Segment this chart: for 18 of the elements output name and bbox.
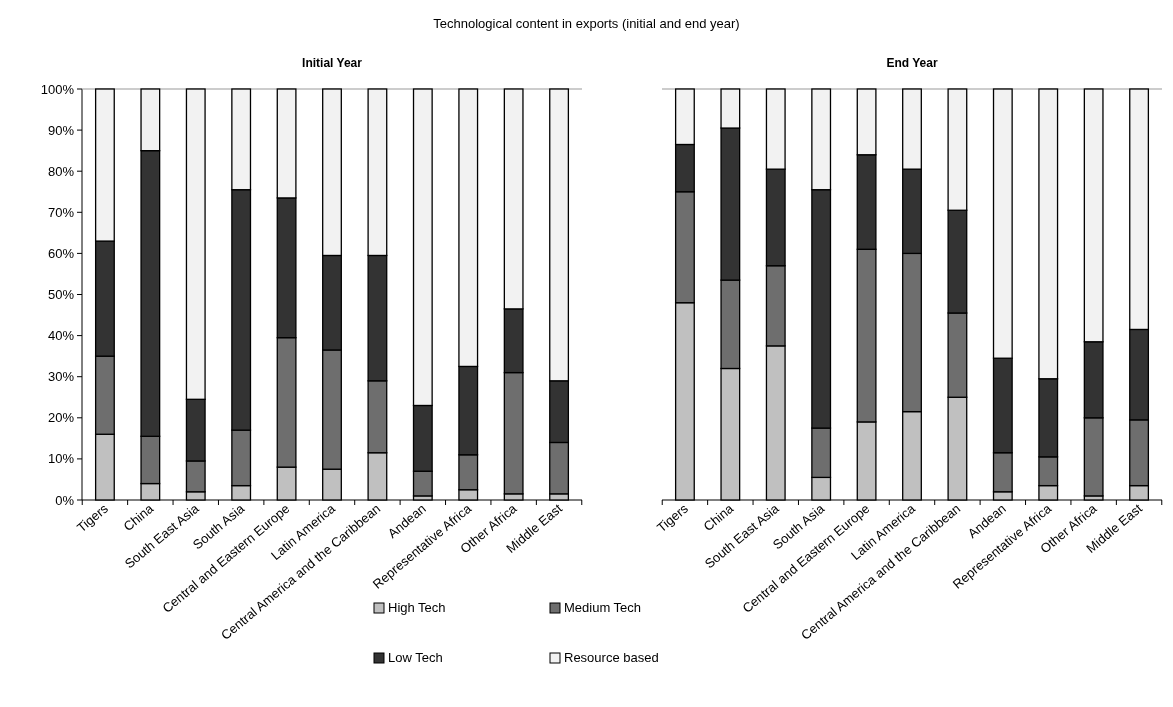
y-tick-label: 60% [47,245,75,261]
legend-label: Low Tech [388,650,443,665]
y-tick-label: 0% [55,492,75,508]
y-tick-label: 90% [47,122,75,138]
y-tick-label: 80% [47,163,75,179]
legend-label: High Tech [388,600,446,615]
y-tick-label: 20% [47,410,75,426]
chart-title: End Year [886,56,938,70]
y-tick-label: 70% [47,204,75,220]
chart-subtitle: Initial Year [302,56,363,70]
chart-title: Technological content in exports (initial and end year) [433,16,740,31]
legend-label: Medium Tech [564,600,642,615]
y-tick-label: 50% [47,287,75,303]
y-tick-label: 40% [47,328,75,344]
y-tick-label: 10% [47,451,75,467]
y-tick-label: 100% [40,81,75,97]
legend-label: Resource based [564,650,659,665]
y-tick-label: 30% [47,369,75,385]
